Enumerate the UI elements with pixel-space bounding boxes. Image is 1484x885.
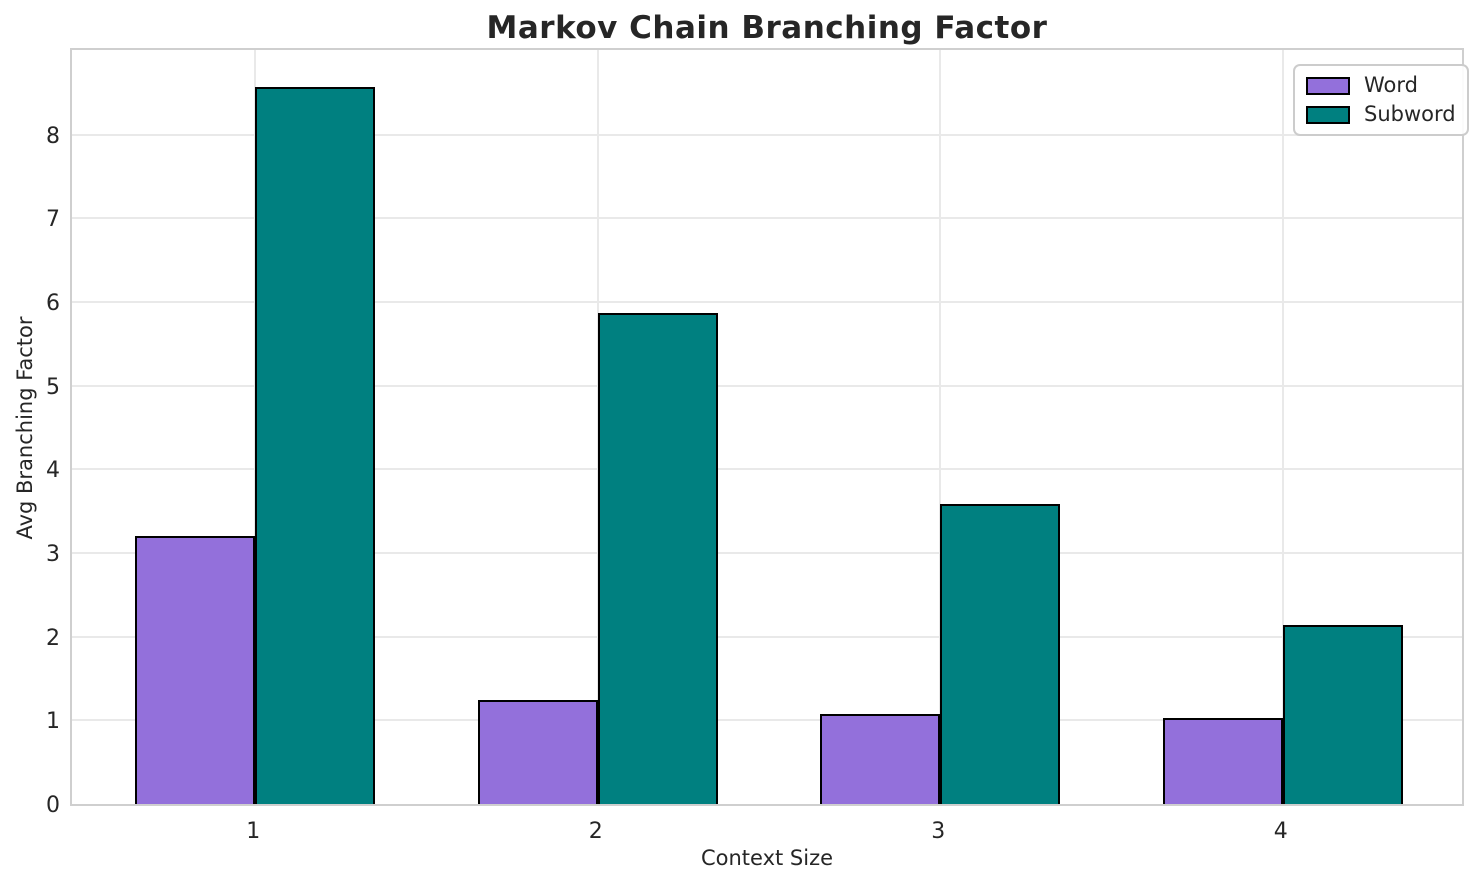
x-tick-label: 4 xyxy=(1273,819,1288,844)
h-gridline xyxy=(72,468,1462,471)
bar-word-1 xyxy=(135,536,256,804)
bar-word-2 xyxy=(477,700,598,804)
h-gridline xyxy=(72,384,1462,387)
y-tick-label: 0 xyxy=(46,793,60,818)
chart-title: Markov Chain Branching Factor xyxy=(486,10,1048,46)
h-gridline xyxy=(72,133,1462,136)
h-gridline xyxy=(72,217,1462,220)
x-axis-label: Context Size xyxy=(700,846,834,870)
y-tick-label: 3 xyxy=(46,542,60,567)
h-gridline xyxy=(72,635,1462,638)
y-tick-label: 5 xyxy=(46,374,60,400)
y-tick-label: 7 xyxy=(46,207,60,233)
v-gridline xyxy=(939,50,942,804)
x-tick-label: 1 xyxy=(246,819,261,844)
x-tick-label: 3 xyxy=(931,819,946,844)
bar-subword-2 xyxy=(597,312,718,804)
legend-item-subword: Subword xyxy=(1306,102,1456,127)
y-tick-label: 2 xyxy=(46,625,60,651)
h-gridline xyxy=(72,301,1462,304)
bar-subword-1 xyxy=(255,87,376,804)
legend-item-word: Word xyxy=(1306,73,1456,98)
legend-swatch-subword xyxy=(1306,105,1350,124)
bar-word-4 xyxy=(1162,717,1283,804)
legend-label-subword: Subword xyxy=(1364,102,1456,126)
y-tick-label: 4 xyxy=(46,458,60,484)
legend-label-word: Word xyxy=(1364,73,1418,97)
v-gridline xyxy=(1281,50,1284,804)
x-tick-label: 2 xyxy=(588,819,603,844)
bar-subword-3 xyxy=(940,503,1061,804)
plot-area xyxy=(70,48,1464,806)
h-gridline xyxy=(72,719,1462,722)
h-gridline xyxy=(72,552,1462,555)
bar-word-3 xyxy=(820,714,941,804)
legend: Word Subword xyxy=(1293,64,1469,136)
y-tick-label: 1 xyxy=(46,709,60,735)
y-tick-label: 6 xyxy=(46,291,60,316)
y-tick-label: 8 xyxy=(46,123,60,149)
legend-swatch-word xyxy=(1306,76,1350,95)
bar-subword-4 xyxy=(1282,624,1403,804)
